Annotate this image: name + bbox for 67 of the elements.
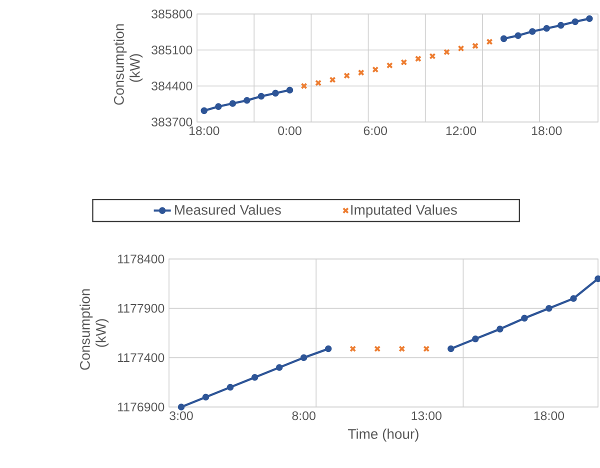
point [226,384,234,391]
point [572,18,579,26]
point [423,346,430,352]
y-tick-label: 1178400 [118,254,164,264]
point [329,76,336,84]
x-tick-label: 3:00 [170,411,193,420]
point [344,72,350,79]
point [472,336,479,342]
point [300,82,308,90]
point [251,374,258,381]
y-tick-label: 385800 [152,10,192,18]
point [546,304,552,312]
x-tick-label: 13:00 [412,411,442,420]
point [350,346,356,352]
point [570,295,577,302]
point [448,345,454,352]
point [472,42,479,50]
x-tick-label: 18:00 [534,411,564,420]
point [429,52,436,60]
point [400,59,408,66]
legend-label: Measured Values [175,204,281,215]
point [414,55,422,62]
point [443,48,450,56]
point [215,103,222,110]
y-tick-label: 1177400 [118,353,164,362]
y-axis-title: Consumption (kW) [80,289,109,370]
x-tick-label: 18:00 [190,126,220,136]
point [586,15,593,22]
point [374,346,381,352]
point [178,404,185,410]
legend-label: Imputated Values [351,204,457,218]
point [258,92,265,100]
point [315,80,322,86]
y-tick-label: 1177900 [118,304,164,313]
point [324,345,332,352]
y-tick-label: 1176900 [118,402,164,412]
x-axis-title: Time (hour) [348,428,418,442]
point [486,38,493,46]
point [200,107,208,114]
point [543,25,550,32]
point [386,62,393,69]
point [521,314,528,322]
point [500,35,508,42]
point [272,90,279,97]
point [398,346,406,352]
point [202,394,210,401]
point [528,28,536,35]
point [276,364,283,371]
point [229,100,236,107]
point [514,32,522,39]
y-tick-label: 385100 [152,46,192,54]
x-tick-label: 18:00 [532,126,562,136]
x-tick-label: 6:00 [364,126,388,136]
point [496,326,504,332]
point [558,22,564,29]
x-tick-label: 0:00 [278,126,302,136]
point [286,86,294,94]
x-tick-label: 12:00 [446,126,476,136]
point [358,69,364,76]
y-tick-label: 384400 [152,82,192,90]
point [300,354,308,362]
x-tick-label: 8:00 [292,411,316,420]
point [372,66,379,73]
point [458,45,464,52]
y-tick-label: 383700 [152,118,192,126]
point [244,97,250,104]
y-axis-title: Consumption (kW) [114,24,143,105]
